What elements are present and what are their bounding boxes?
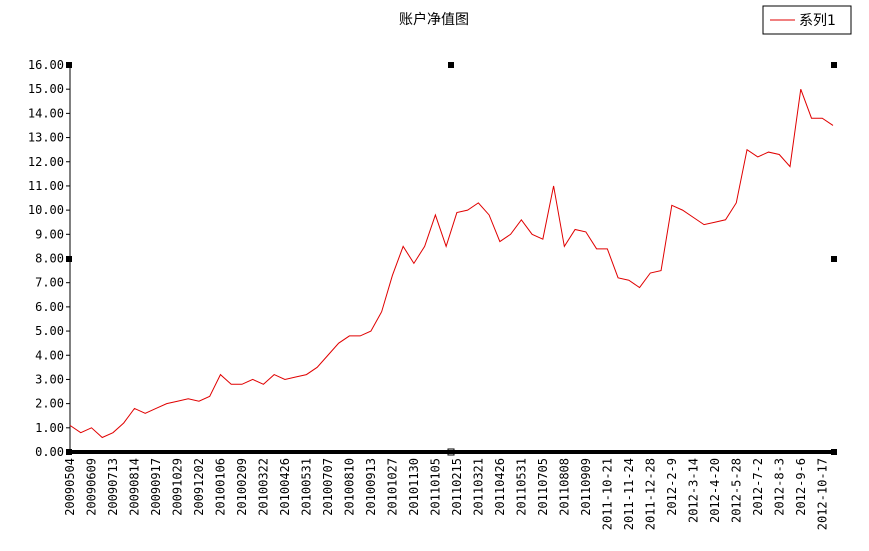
x-tick-label: 20100913 [364, 458, 378, 516]
y-tick-label: 15.00 [28, 82, 64, 96]
x-tick-label: 20100810 [342, 458, 356, 516]
y-tick-label: 14.00 [28, 106, 64, 120]
series-line [69, 89, 834, 439]
y-tick-label: 2.00 [35, 397, 64, 411]
y-tick-label: 12.00 [28, 155, 64, 169]
x-tick-label: 2011-12-28 [643, 458, 657, 530]
legend: 系列1 [762, 5, 852, 35]
x-tick-label: 20090609 [84, 458, 98, 516]
x-tick-label: 20091202 [192, 458, 206, 516]
x-tick-label: 20100707 [321, 458, 335, 516]
x-axis [70, 450, 833, 454]
y-tick-label: 1.00 [35, 421, 64, 435]
x-tick-label: 20110808 [557, 458, 571, 516]
y-tick-label: 10.00 [28, 203, 64, 217]
y-tick-label: 9.00 [35, 227, 64, 241]
x-tick-label: 20110426 [493, 458, 507, 516]
x-tick-label: 20101027 [385, 458, 399, 516]
y-tick-label: 8.00 [35, 252, 64, 266]
x-tick-label: 2012-5-28 [729, 458, 743, 523]
x-tick-label: 2012-10-17 [815, 458, 829, 530]
y-tick-label: 4.00 [35, 348, 64, 362]
x-tick-label: 20101130 [407, 458, 421, 516]
x-tick-label: 20090917 [149, 458, 163, 516]
x-tick-label: 2012-8-3 [772, 458, 786, 516]
x-tick-label: 20100531 [299, 458, 313, 516]
x-tick-label: 2012-7-2 [751, 458, 765, 516]
x-tick-label: 2011-11-24 [622, 458, 636, 530]
x-tick-label: 2012-4-20 [708, 458, 722, 523]
y-tick-label: 3.00 [35, 372, 64, 386]
x-tick-label: 20090504 [63, 458, 77, 516]
x-tick-label: 20090713 [106, 458, 120, 516]
x-tick-label: 2012-2-9 [665, 458, 679, 516]
legend-label: 系列1 [799, 13, 836, 29]
x-tick-label: 20091029 [170, 458, 184, 516]
x-tick-label: 20110215 [450, 458, 464, 516]
x-tick-label: 20100106 [213, 458, 227, 516]
x-tick-label: 20110909 [579, 458, 593, 516]
x-tick-label: 2012-3-14 [686, 458, 700, 523]
x-tick-label: 20100426 [278, 458, 292, 516]
x-tick-label: 20090814 [127, 458, 141, 516]
y-tick-label: 11.00 [28, 179, 64, 193]
y-tick-label: 13.00 [28, 131, 64, 145]
x-tick-label: 20100209 [235, 458, 249, 516]
y-tick-label: 0.00 [35, 445, 64, 459]
x-tick-label: 20110705 [536, 458, 550, 516]
x-tick-label: 2012-9-6 [794, 458, 808, 516]
chart-title: 账户净值图 [399, 11, 469, 28]
handles [66, 62, 837, 456]
y-tick-label: 6.00 [35, 300, 64, 314]
y-tick-label: 5.00 [35, 324, 64, 338]
x-tick-label: 20100322 [256, 458, 270, 516]
x-tick-label: 20110531 [514, 458, 528, 516]
x-tick-label: 2011-10-21 [600, 458, 614, 530]
x-tick-label: 20110105 [428, 458, 442, 516]
y-tick-label: 7.00 [35, 276, 64, 290]
x-tick-label: 20110321 [471, 458, 485, 516]
y-tick-label: 16.00 [28, 58, 64, 72]
